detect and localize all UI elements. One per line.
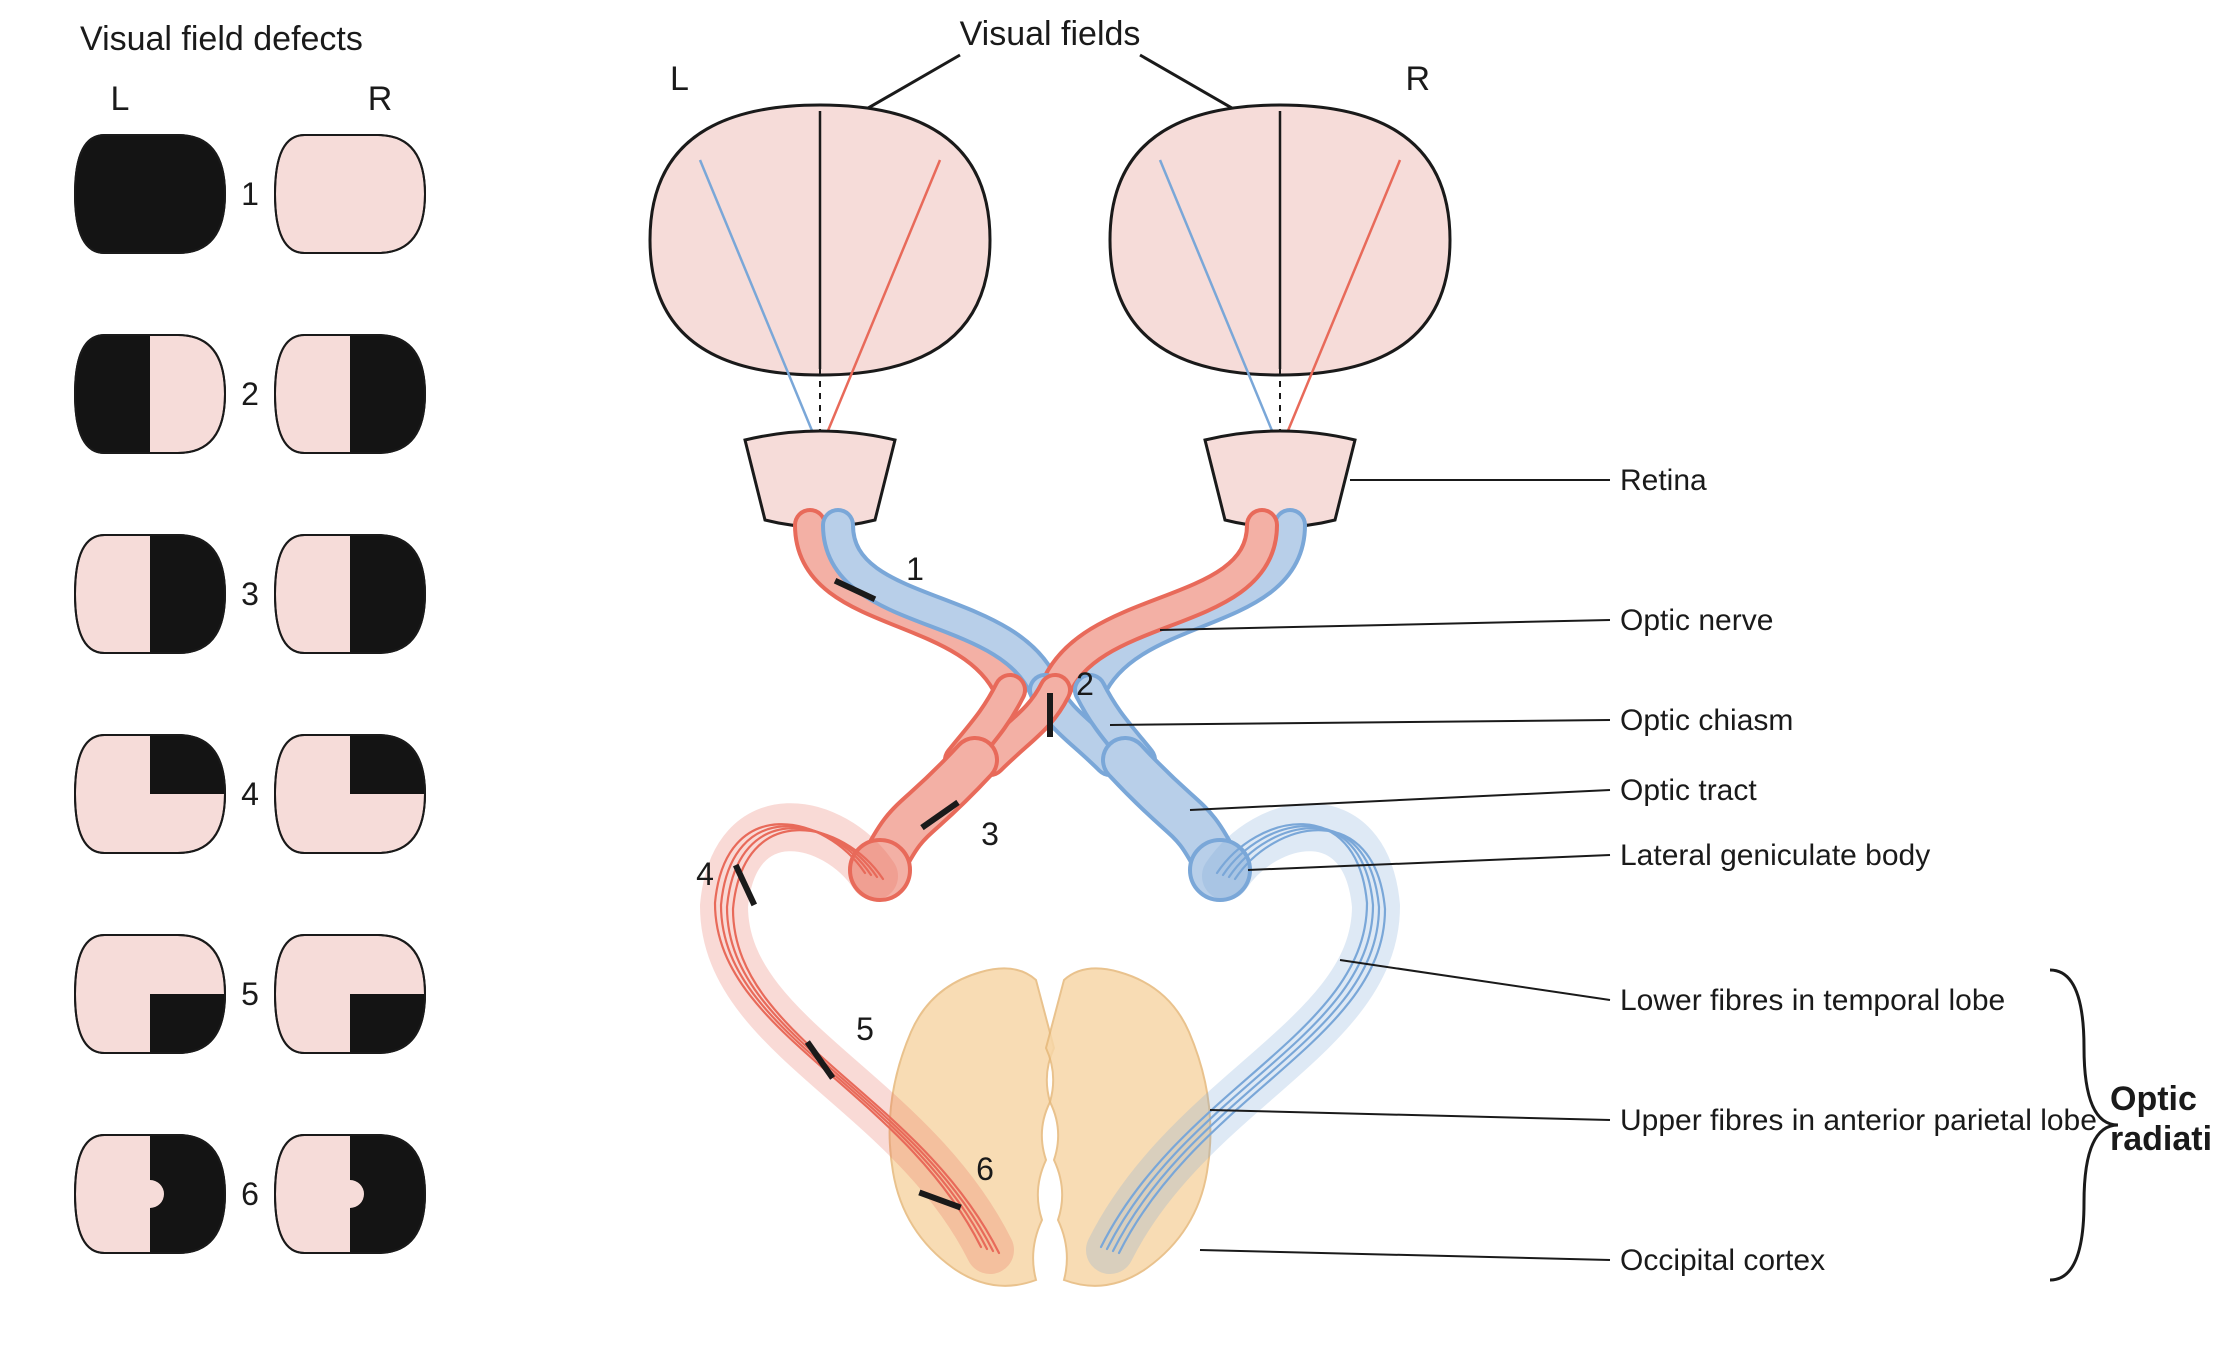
- leader-line: [1248, 855, 1610, 870]
- defects-title: Visual field defects: [80, 20, 363, 58]
- defect-region: [75, 135, 225, 253]
- lesion-number: 2: [1076, 666, 1094, 702]
- lesion-number: 1: [906, 551, 924, 587]
- anatomy-label-chiasm: Optic chiasm: [1620, 704, 1793, 737]
- lesion-number: 4: [696, 856, 714, 892]
- anatomy-label-lower: Lower fibres in temporal lobe: [1620, 984, 2005, 1017]
- lesion-number: 6: [976, 1151, 994, 1187]
- defects-header-R: R: [368, 80, 393, 118]
- anatomy-label-upper: Upper fibres in anterior parietal lobe: [1620, 1104, 2097, 1137]
- defect-row-number: 2: [241, 376, 259, 412]
- defect-row-number: 5: [241, 976, 259, 1012]
- leader-line: [1190, 790, 1610, 810]
- lesion-number: 5: [856, 1011, 874, 1047]
- lesion-number: 3: [981, 816, 999, 852]
- defect-region: [350, 535, 425, 653]
- anatomy-label-nerve: Optic nerve: [1620, 604, 1773, 637]
- defect-region: [350, 335, 425, 453]
- anatomy-label-retina: Retina: [1620, 464, 1707, 497]
- defect-row-number: 3: [241, 576, 259, 612]
- defect-region: [150, 735, 225, 794]
- anatomy-label-occip: Occipital cortex: [1620, 1244, 1825, 1277]
- visual-fields-title: Visual fields: [960, 15, 1141, 53]
- leader-line: [1200, 1250, 1610, 1260]
- defect-region: [75, 335, 150, 453]
- defect-row-number: 1: [241, 176, 259, 212]
- defect-region: [350, 994, 425, 1053]
- leader-line: [1210, 1110, 1610, 1120]
- leader-line: [1160, 620, 1610, 630]
- optic-radiation-label-2: radiation: [2110, 1120, 2213, 1158]
- defect-region: [150, 994, 225, 1053]
- defect-region: [150, 535, 225, 653]
- defect-row-number: 6: [241, 1176, 259, 1212]
- field-label-R: R: [1405, 60, 1430, 98]
- anatomy-label-tract: Optic tract: [1620, 774, 1757, 807]
- defect-eye-R: [275, 135, 425, 253]
- anatomy-label-lgb: Lateral geniculate body: [1620, 839, 1930, 872]
- defect-region: [350, 735, 425, 794]
- defect-row-number: 4: [241, 776, 259, 812]
- leader-line: [1110, 720, 1610, 725]
- defects-header-L: L: [111, 80, 130, 118]
- optic-radiation-label-1: Optic: [2110, 1080, 2197, 1118]
- field-label-L: L: [670, 60, 689, 98]
- visual-pathway: Visual fields L R 1 2 3 4 5 6 Retina Optic nerve Op…: [650, 15, 2213, 1286]
